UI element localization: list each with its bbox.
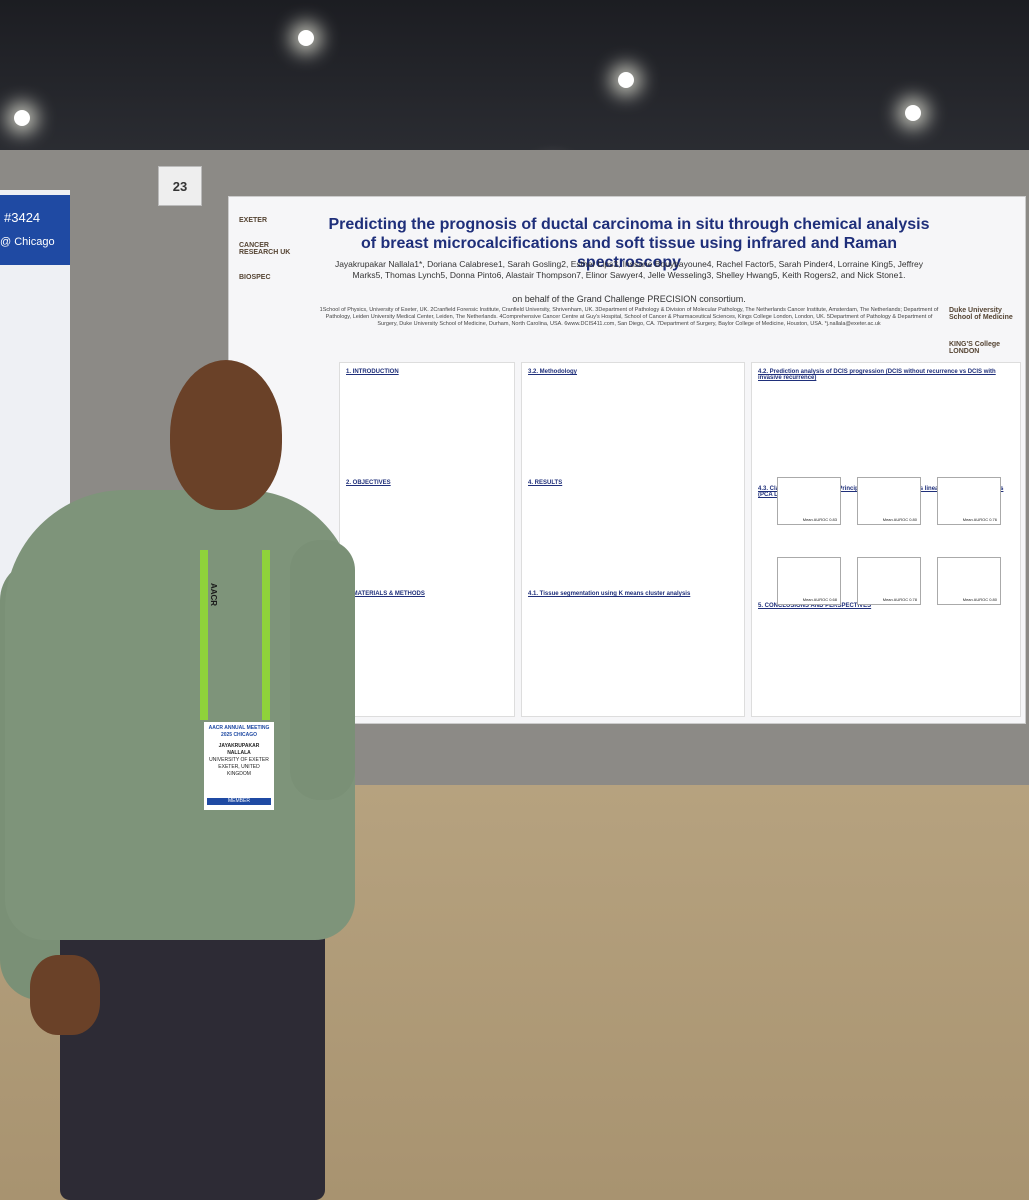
- section-heading: 3. MATERIALS & METHODS: [346, 591, 425, 597]
- hand: [30, 955, 100, 1035]
- roc-label: Mean AUROC 0.76: [962, 517, 997, 522]
- section-heading: 2. OBJECTIVES: [346, 480, 391, 486]
- lanyard: AACR: [200, 550, 270, 720]
- poster-number: #3424: [4, 210, 41, 225]
- logo: EXETER: [239, 217, 268, 224]
- authors: Jayakrupakar Nallala1*, Doriana Calabres…: [334, 259, 924, 280]
- logo: BIOSPEC: [239, 274, 271, 281]
- poster-body: 1. INTRODUCTION 2. OBJECTIVES 3. MATERIALS…: [229, 197, 1025, 723]
- organization: UNIVERSITY OF EXETER: [209, 757, 269, 763]
- ceiling-light: [618, 72, 634, 88]
- roc-plot: Mean AUROC 0.78: [857, 557, 921, 605]
- ceiling-light: [905, 105, 921, 121]
- logo: CANCER RESEARCH UK: [239, 242, 291, 256]
- roc-plot: Mean AUROC 0.80: [857, 477, 921, 525]
- badge-name: JAYAKRUPAKAR NALLALA: [218, 743, 260, 756]
- booth-number: 23: [158, 166, 202, 206]
- poster-column: 4.2. Prediction analysis of DCIS progres…: [751, 362, 1021, 717]
- section-heading: 4. RESULTS: [528, 480, 563, 486]
- affiliations: 1School of Physics, University of Exeter…: [319, 307, 939, 327]
- badge-type: MEMBER: [207, 798, 271, 805]
- poster-column: 1. INTRODUCTION 2. OBJECTIVES 3. MATERIALS…: [339, 362, 515, 717]
- roc-label: Mean AUROC 0.68: [802, 597, 837, 602]
- lanyard-text: AACR: [209, 582, 219, 607]
- logos: Duke University School of Medicine KING'S…: [949, 307, 1021, 375]
- badge-location: EXETER, UNITED KINGDOM: [218, 764, 260, 777]
- section-heading: 5. CONCLUSIONS AND PERSPECTIVES: [758, 603, 872, 609]
- section-heading: 4.2. Prediction analysis of DCIS progres…: [758, 369, 996, 381]
- logo: Duke University School of Medicine: [949, 307, 1013, 321]
- roc-plot: Mean AUROC 0.83: [777, 477, 841, 525]
- logos: EXETER CANCER RESEARCH UK BIOSPEC: [239, 217, 309, 299]
- poster-column: 3.2. Methodology 4. RESULTS 4.1. Tissue se…: [521, 362, 745, 717]
- roc-label: Mean AUROC 0.83: [802, 517, 837, 522]
- roc-plot: Mean AUROC 0.76: [937, 477, 1001, 525]
- section-heading: 1. INTRODUCTION: [346, 369, 399, 375]
- roc-label: Mean AUROC 0.78: [882, 597, 917, 602]
- poster: EXETER CANCER RESEARCH UK BIOSPEC Duke Uni…: [228, 196, 1026, 724]
- face: [170, 360, 282, 510]
- section-heading: 4.1. Tissue segmentation using K means c…: [528, 591, 691, 597]
- ceiling-light: [298, 30, 314, 46]
- event: AACR ANNUAL MEETING 2025 CHICAGO: [208, 725, 270, 738]
- roc-plot: Mean AUROC 0.80: [937, 557, 1001, 605]
- poster-title: Predicting the prognosis of ductal carci…: [328, 216, 930, 271]
- roc-plot: Mean AUROC 0.68: [777, 557, 841, 605]
- roc-label: Mean AUROC 0.80: [882, 517, 917, 522]
- ceiling-light: [14, 110, 30, 126]
- section-heading: 3.2. Methodology: [528, 369, 578, 375]
- name-badge: AACR ANNUAL MEETING 2025 CHICAGO JAYAKRU…: [204, 722, 274, 810]
- consortium: on behalf of the Grand Challenge PRECISI…: [512, 294, 746, 304]
- logo: KING'S College LONDON: [949, 341, 1001, 355]
- header-band: [0, 195, 70, 265]
- roc-label: Mean AUROC 0.80: [962, 597, 997, 602]
- arm: [290, 540, 355, 800]
- location: @ Chicago: [0, 236, 55, 248]
